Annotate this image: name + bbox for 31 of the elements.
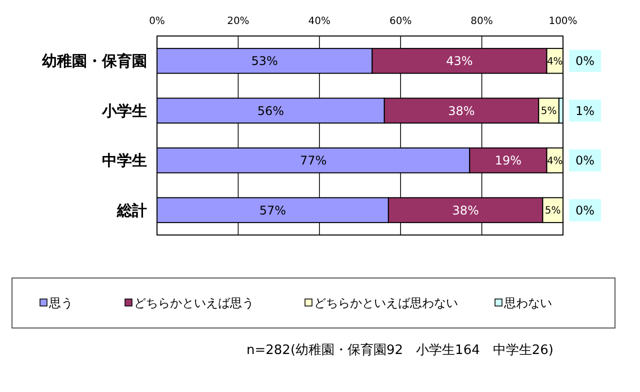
data-label: 38% [448,104,475,118]
data-label: 0% [575,203,595,218]
data-label: 4% [546,56,563,68]
data-label: 38% [452,203,479,218]
x-tick-label: 60% [389,16,412,27]
data-label: 77% [300,154,327,168]
x-tick-label: 80% [470,16,493,27]
x-tick-label: 20% [227,16,250,27]
y-tick-label: 総計 [116,201,147,220]
data-label: 5% [540,106,557,118]
data-label: 57% [259,203,286,218]
data-label: 19% [494,154,522,168]
y-tick-label: 小学生 [101,102,147,120]
data-label: 0% [575,154,595,168]
data-label: 56% [257,104,284,118]
data-label: 43% [446,54,473,68]
data-label: 5% [544,206,561,217]
data-label: 1% [575,104,595,118]
legend-label: どちらかといえば思わない [314,296,458,310]
data-label: 0% [575,54,595,68]
x-tick-label: 100% [548,16,578,27]
data-label: 4% [546,156,563,167]
text: n=282(幼稚園・保育園92 小学生164 中学生26) [246,342,554,358]
x-tick-label: 40% [308,16,331,27]
legend-label: どちらかといえば思う [134,296,254,310]
legend-label: 思う [48,296,73,310]
y-tick-label: 中学生 [102,152,147,170]
x-tick-label: 0% [149,16,165,27]
data-label: 53% [251,54,278,68]
legend-label: 思わない [503,296,552,310]
y-tick-label: 幼稚園・保育園 [42,52,147,70]
